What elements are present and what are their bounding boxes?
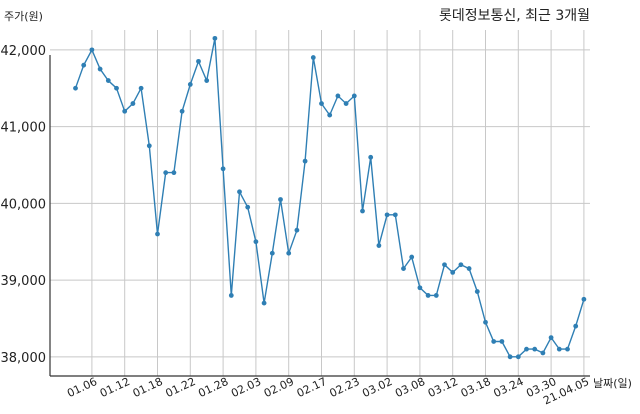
- data-point: [491, 339, 497, 344]
- data-point: [409, 254, 415, 260]
- data-point: [515, 354, 521, 360]
- data-point: [360, 208, 365, 214]
- x-tick-label: 03.24: [492, 375, 526, 400]
- x-tick-label: 03.08: [393, 375, 427, 400]
- x-tick-labels: 01.0601.1201.1801.2201.2802.0302.0902.17…: [65, 375, 591, 407]
- data-point: [392, 212, 398, 218]
- data-point: [376, 243, 382, 248]
- data-point: [450, 270, 456, 275]
- data-point: [130, 101, 136, 106]
- data-point: [237, 189, 242, 195]
- x-tick-label: 01.22: [164, 375, 198, 400]
- data-point: [163, 170, 169, 176]
- data-point: [245, 204, 251, 210]
- data-point: [548, 335, 554, 341]
- data-point: [294, 227, 300, 233]
- x-tick-label: 02.23: [328, 375, 362, 400]
- x-axis-label: 날짜(일): [593, 376, 632, 390]
- data-point: [474, 289, 480, 294]
- price-points: [73, 35, 587, 360]
- horizontal-gridlines: [50, 49, 590, 358]
- data-point: [442, 262, 447, 268]
- data-point: [105, 78, 111, 83]
- y-tick-label: 42,000: [1, 44, 47, 59]
- y-tick-label: 41,000: [1, 121, 47, 136]
- data-point: [458, 262, 464, 268]
- data-point: [171, 170, 177, 176]
- data-point: [253, 239, 259, 245]
- y-tick-labels: 38,000 39,000 40,000 41,000 42,000: [1, 44, 47, 366]
- data-point: [433, 293, 439, 298]
- data-point: [179, 108, 185, 114]
- data-point: [565, 346, 570, 352]
- data-point: [97, 66, 103, 72]
- data-point: [220, 166, 226, 172]
- data-point: [302, 158, 308, 164]
- data-point: [524, 346, 529, 352]
- y-axis-label: 주가(원): [4, 10, 43, 23]
- x-tick-label: 02.09: [262, 375, 296, 400]
- data-point: [196, 58, 201, 64]
- data-point: [483, 319, 488, 325]
- x-tick-label: 03.02: [360, 375, 394, 400]
- data-point: [138, 85, 144, 91]
- x-tick-label: 03.18: [459, 375, 493, 400]
- data-point: [343, 101, 349, 106]
- data-point: [278, 197, 283, 202]
- data-point: [401, 266, 406, 271]
- data-point: [286, 250, 292, 256]
- data-point: [89, 47, 95, 53]
- x-tick-label: 02.17: [295, 375, 329, 400]
- data-point: [146, 143, 152, 149]
- data-point: [269, 250, 275, 256]
- data-point: [327, 112, 333, 118]
- y-tick-label: 40,000: [1, 197, 47, 212]
- data-point: [81, 62, 87, 68]
- data-point: [368, 154, 374, 160]
- data-point: [466, 266, 472, 271]
- x-tick-label: 01.06: [65, 375, 99, 400]
- data-point: [319, 101, 324, 106]
- data-point: [114, 85, 119, 91]
- x-tick-label: 02.03: [229, 375, 263, 400]
- data-point: [122, 108, 128, 114]
- x-tick-label: 01.28: [196, 375, 230, 400]
- chart-title: 롯데정보통신, 최근 3개월: [439, 8, 590, 24]
- data-point: [499, 339, 505, 344]
- data-point: [556, 346, 562, 352]
- price-series-line: [74, 38, 585, 358]
- data-point: [417, 285, 423, 291]
- data-point: [573, 323, 579, 329]
- data-point: [540, 350, 546, 356]
- data-point: [155, 231, 160, 237]
- data-point: [335, 93, 341, 99]
- data-point: [351, 93, 357, 99]
- y-tick-label: 38,000: [1, 351, 47, 366]
- data-point: [581, 296, 587, 302]
- data-point: [425, 293, 431, 298]
- data-point: [310, 55, 316, 60]
- x-tick-label: 01.18: [131, 375, 165, 400]
- data-point: [204, 78, 210, 83]
- data-point: [507, 354, 513, 360]
- data-point: [261, 300, 267, 306]
- x-tick-label: 01.12: [98, 375, 132, 400]
- data-point: [532, 346, 538, 352]
- data-point: [212, 35, 218, 41]
- y-tick-label: 39,000: [1, 274, 47, 289]
- data-point: [228, 293, 234, 298]
- data-point: [73, 85, 78, 91]
- x-tick-label: 03.12: [426, 375, 460, 400]
- data-point: [187, 81, 193, 87]
- data-point: [384, 212, 390, 218]
